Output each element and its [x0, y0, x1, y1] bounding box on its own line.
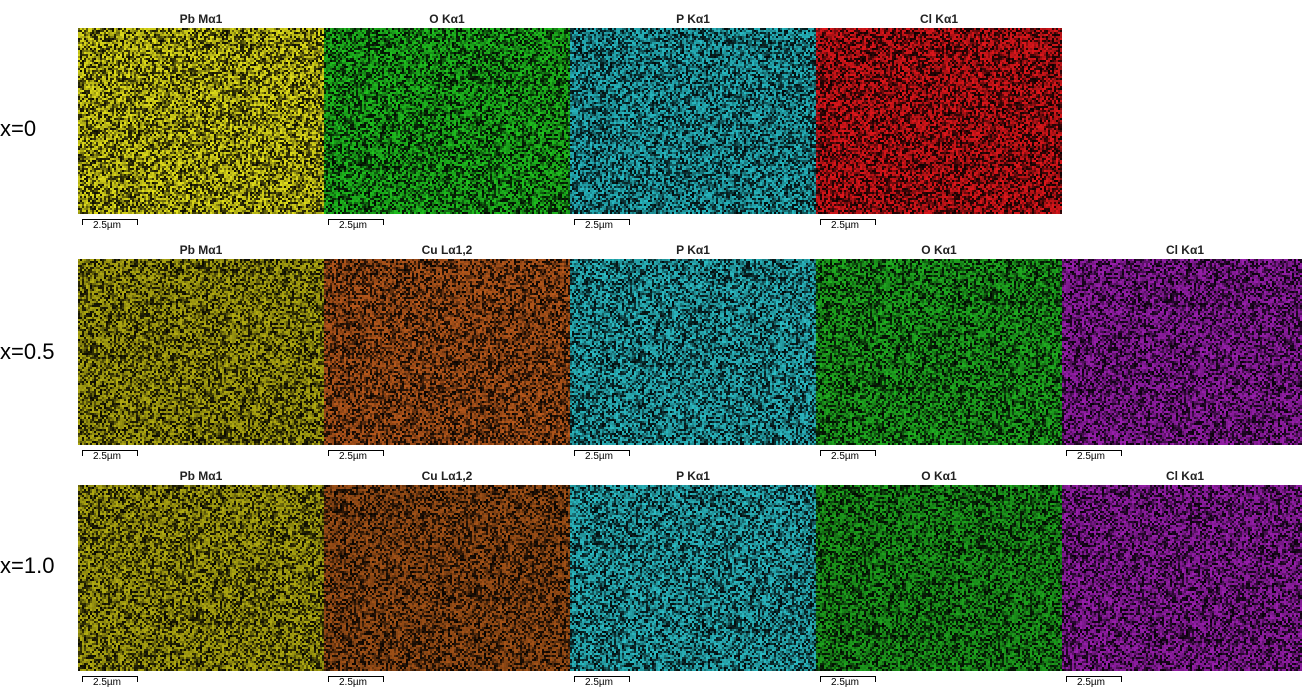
element-map-panel: O Kα1 2.5µm — [324, 10, 570, 236]
scale-bar-label: 2.5µm — [831, 220, 859, 231]
element-line-title: Pb Mα1 — [179, 243, 223, 257]
scale-bar-label: 2.5µm — [339, 451, 367, 462]
element-line-title: O Kα1 — [921, 243, 957, 257]
element-map-panel: P Kα1 2.5µm — [570, 241, 816, 467]
element-map-image — [1062, 485, 1302, 671]
element-map-image — [324, 28, 570, 214]
element-line-title: Cu Lα1,2 — [421, 469, 473, 483]
scale-bar-label: 2.5µm — [93, 451, 121, 462]
map-row: x=0 Pb Mα1 2.5µm O Kα1 2.5µm P Kα1 2.5µm Cl Kα1… — [0, 10, 1302, 236]
element-line-title: P Kα1 — [676, 12, 710, 26]
element-line-title: P Kα1 — [676, 243, 710, 257]
element-line-title: Cl Kα1 — [919, 12, 959, 26]
element-line-title: O Kα1 — [921, 469, 957, 483]
element-map-panel: P Kα1 2.5µm — [570, 467, 816, 693]
element-line-title: Cu Lα1,2 — [421, 243, 473, 257]
element-map-panel: Cl Kα1 2.5µm — [1062, 241, 1302, 467]
scale-bar — [820, 219, 876, 225]
scale-bar — [574, 219, 630, 225]
row-label: x=1.0 — [0, 553, 55, 578]
element-map-panel: O Kα1 2.5µm — [816, 241, 1062, 467]
scale-bar — [328, 219, 384, 225]
element-map-image — [324, 259, 570, 445]
row-label: x=0.5 — [0, 339, 55, 364]
scale-bar-label: 2.5µm — [1077, 677, 1105, 688]
scale-bar-label: 2.5µm — [339, 677, 367, 688]
element-map-panel: Pb Mα1 2.5µm — [78, 10, 324, 236]
scale-bar — [574, 676, 630, 682]
element-map-image — [78, 485, 324, 671]
element-line-title: Pb Mα1 — [179, 469, 223, 483]
element-map-image — [816, 259, 1062, 445]
element-map-panel: Cl Kα1 2.5µm — [816, 10, 1062, 236]
element-line-title: Cl Kα1 — [1165, 469, 1205, 483]
element-map-panel: Cu Lα1,2 2.5µm — [324, 467, 570, 693]
scale-bar-label: 2.5µm — [93, 220, 121, 231]
map-row: x=0.5 Pb Mα1 2.5µm Cu Lα1,2 2.5µm P Kα1 2.5µm O… — [0, 241, 1302, 467]
element-map-image — [570, 28, 816, 214]
element-map-image — [324, 485, 570, 671]
element-map-image — [816, 485, 1062, 671]
scale-bar — [328, 450, 384, 456]
element-map-image — [570, 259, 816, 445]
element-line-title: P Kα1 — [676, 469, 710, 483]
scale-bar — [1066, 450, 1122, 456]
element-map-image — [816, 28, 1062, 214]
scale-bar — [328, 676, 384, 682]
scale-bar — [574, 450, 630, 456]
element-map-panel: Cl Kα1 2.5µm — [1062, 467, 1302, 693]
element-map-panel: Pb Mα1 2.5µm — [78, 241, 324, 467]
element-map-image — [78, 28, 324, 214]
element-map-panel: Cu Lα1,2 2.5µm — [324, 241, 570, 467]
scale-bar — [820, 450, 876, 456]
scale-bar-label: 2.5µm — [585, 677, 613, 688]
scale-bar-label: 2.5µm — [585, 220, 613, 231]
element-map-image — [78, 259, 324, 445]
scale-bar-label: 2.5µm — [831, 677, 859, 688]
scale-bar-label: 2.5µm — [93, 677, 121, 688]
element-map-image — [570, 485, 816, 671]
element-map-image — [1062, 259, 1302, 445]
scale-bar — [82, 450, 138, 456]
scale-bar-label: 2.5µm — [831, 451, 859, 462]
element-map-panel: P Kα1 2.5µm — [570, 10, 816, 236]
scale-bar — [82, 219, 138, 225]
scale-bar — [82, 676, 138, 682]
scale-bar-label: 2.5µm — [585, 451, 613, 462]
scale-bar — [1066, 676, 1122, 682]
element-map-panel: O Kα1 2.5µm — [816, 467, 1062, 693]
element-map-panel: Pb Mα1 2.5µm — [78, 467, 324, 693]
map-row: x=1.0 Pb Mα1 2.5µm Cu Lα1,2 2.5µm P Kα1 2.5µm O… — [0, 467, 1302, 693]
row-label: x=0 — [0, 116, 37, 141]
scale-bar-label: 2.5µm — [1077, 451, 1105, 462]
element-line-title: Pb Mα1 — [179, 12, 223, 26]
scale-bar — [820, 676, 876, 682]
scale-bar-label: 2.5µm — [339, 220, 367, 231]
element-line-title: O Kα1 — [429, 12, 465, 26]
element-line-title: Cl Kα1 — [1165, 243, 1205, 257]
